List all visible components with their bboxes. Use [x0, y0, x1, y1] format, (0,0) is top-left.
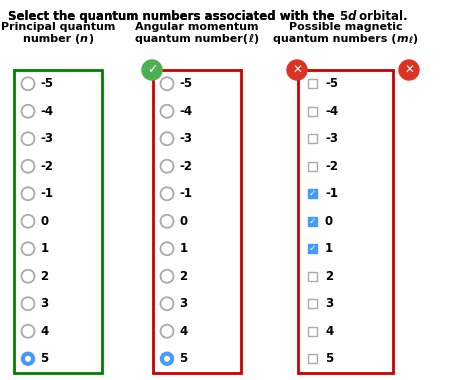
Text: quantum numbers (: quantum numbers ( [273, 34, 397, 44]
Text: -3: -3 [325, 132, 338, 145]
Text: ✕: ✕ [292, 63, 302, 76]
Text: Select the quantum numbers associated with the: Select the quantum numbers associated wi… [8, 10, 339, 23]
Text: -2: -2 [40, 160, 54, 173]
Circle shape [399, 60, 419, 80]
Text: 0: 0 [180, 215, 188, 228]
Text: ): ) [0, 0, 5, 10]
Text: ✓: ✓ [309, 217, 316, 226]
Bar [308, 134, 317, 143]
Text: -1: -1 [325, 187, 338, 200]
Text: 1: 1 [180, 242, 188, 255]
Text: Select the quantum numbers associated with the 5: Select the quantum numbers associated wi… [8, 10, 347, 23]
Text: -3: -3 [180, 132, 192, 145]
Text: ℓ: ℓ [0, 0, 5, 10]
Text: -3: -3 [40, 132, 54, 145]
Text: 3: 3 [40, 297, 49, 310]
Text: 3: 3 [325, 297, 333, 310]
Text: -2: -2 [180, 160, 192, 173]
Text: ): ) [412, 34, 418, 44]
Bar [308, 162, 317, 171]
Bar [308, 299, 317, 308]
Text: m: m [397, 34, 408, 44]
Text: 4: 4 [40, 325, 49, 338]
Bar [308, 327, 317, 336]
Bar [308, 217, 317, 226]
Bar [308, 272, 317, 281]
Text: 1: 1 [40, 242, 49, 255]
Text: 3: 3 [180, 297, 188, 310]
Text: ✓: ✓ [309, 244, 316, 253]
Text: ℓ: ℓ [408, 36, 412, 45]
Text: Possible magnetic: Possible magnetic [289, 22, 402, 32]
Bar [14, 70, 102, 372]
Bar [308, 79, 317, 88]
Text: -4: -4 [325, 105, 338, 118]
Text: ): ) [0, 0, 5, 10]
Bar [308, 107, 317, 116]
Text: ℓ: ℓ [0, 0, 4, 9]
Bar [308, 244, 317, 253]
Text: 5: 5 [339, 10, 347, 23]
Bar [308, 354, 317, 363]
Text: 2: 2 [325, 270, 333, 283]
Text: 2: 2 [40, 270, 49, 283]
Text: 0: 0 [40, 215, 49, 228]
Text: number (: number ( [0, 0, 57, 10]
Text: 1: 1 [325, 242, 333, 255]
Circle shape [142, 60, 162, 80]
Text: orbital.: orbital. [356, 10, 408, 23]
Circle shape [26, 356, 30, 361]
Text: -5: -5 [325, 77, 338, 90]
Text: quantum number(: quantum number( [136, 34, 248, 44]
Text: 5: 5 [180, 352, 188, 365]
Text: ): ) [0, 0, 5, 10]
Text: -4: -4 [40, 105, 54, 118]
Bar [153, 70, 241, 372]
Text: ): ) [88, 34, 93, 44]
Text: Angular momentum: Angular momentum [135, 22, 259, 32]
Text: ✓: ✓ [309, 189, 316, 198]
Text: 4: 4 [325, 325, 333, 338]
Text: ): ) [254, 34, 259, 44]
Text: m: m [0, 0, 12, 10]
Text: Select the quantum numbers associated with the: Select the quantum numbers associated wi… [8, 10, 339, 23]
Text: 5: 5 [40, 352, 49, 365]
Text: 0: 0 [325, 215, 333, 228]
Text: -1: -1 [40, 187, 54, 200]
Circle shape [165, 356, 169, 361]
Bar [308, 189, 317, 198]
Circle shape [161, 352, 173, 365]
Bar [298, 70, 393, 372]
Text: 2: 2 [180, 270, 188, 283]
Text: d: d [347, 10, 356, 23]
Text: -5: -5 [40, 77, 54, 90]
Text: quantum numbers (: quantum numbers ( [0, 0, 123, 10]
Text: -1: -1 [180, 187, 192, 200]
Text: -5: -5 [180, 77, 192, 90]
Text: 5: 5 [325, 352, 333, 365]
Text: Principal quantum: Principal quantum [1, 22, 115, 32]
Text: quantum number(: quantum number( [0, 0, 113, 10]
Text: ✕: ✕ [404, 63, 414, 76]
Text: 4: 4 [180, 325, 188, 338]
Text: -2: -2 [325, 160, 338, 173]
Circle shape [287, 60, 307, 80]
Text: -4: -4 [180, 105, 192, 118]
Text: number (: number ( [23, 34, 80, 44]
Text: n: n [80, 34, 88, 44]
Circle shape [21, 352, 35, 365]
Text: ✓: ✓ [147, 63, 157, 76]
Text: ℓ: ℓ [248, 34, 254, 44]
Text: n: n [0, 0, 8, 10]
